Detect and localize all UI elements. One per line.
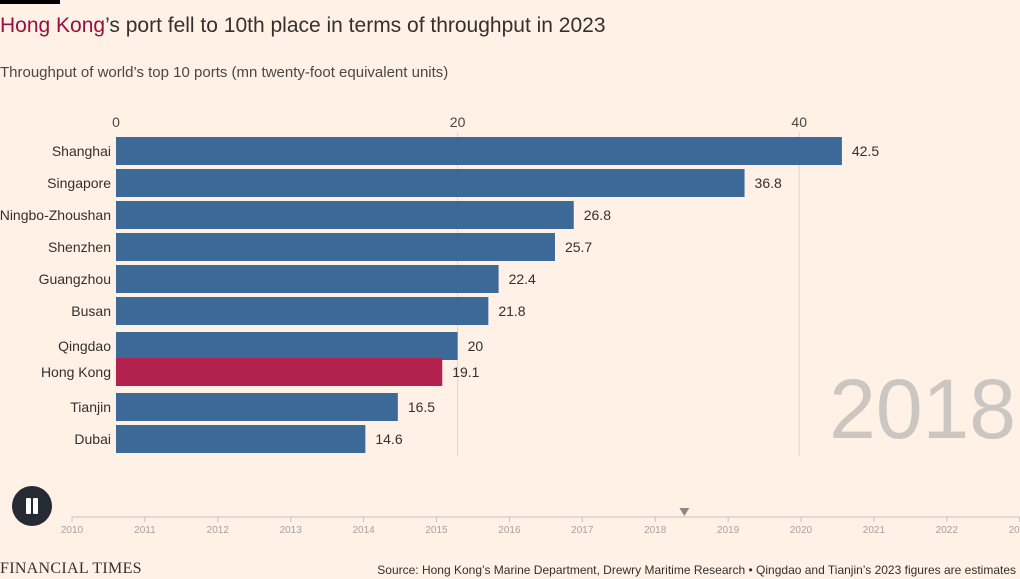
timeline-year-label: 2015 bbox=[425, 525, 448, 536]
title-rest: ’s port fell to 10th place in terms of t… bbox=[105, 14, 606, 37]
top-accent-bar bbox=[0, 0, 60, 4]
timeline-year-label: 2013 bbox=[280, 525, 303, 536]
title-highlight: Hong Kong bbox=[0, 14, 106, 37]
category-label: Guangzhou bbox=[39, 271, 111, 287]
year-watermark: 2018 bbox=[829, 362, 1016, 456]
value-label: 25.7 bbox=[565, 239, 592, 255]
value-label: 21.8 bbox=[498, 303, 525, 319]
timeline-year-label: 2014 bbox=[352, 525, 375, 536]
bar bbox=[116, 425, 366, 453]
timeline-playhead-icon bbox=[679, 508, 690, 516]
bar bbox=[116, 201, 574, 229]
timeline-year-label: 2021 bbox=[863, 525, 886, 536]
bar bbox=[116, 393, 398, 421]
category-label: Singapore bbox=[47, 175, 111, 191]
x-tick-label: 0 bbox=[112, 114, 120, 130]
bar bbox=[116, 137, 842, 165]
value-label: 20 bbox=[468, 338, 484, 354]
bar bbox=[116, 169, 745, 197]
bar bbox=[116, 265, 499, 293]
x-tick-label: 20 bbox=[450, 114, 466, 130]
timeline-year-label: 2017 bbox=[571, 525, 594, 536]
chart-title: Hong Kong’s port fell to 10th place in t… bbox=[0, 14, 606, 38]
category-label: Shenzhen bbox=[48, 239, 111, 255]
value-label: 42.5 bbox=[852, 143, 879, 159]
category-label: Tianjin bbox=[70, 399, 111, 415]
value-label: 19.1 bbox=[452, 364, 479, 380]
bar bbox=[116, 233, 555, 261]
value-label: 22.4 bbox=[509, 271, 536, 287]
category-label: Busan bbox=[71, 303, 111, 319]
value-label: 26.8 bbox=[584, 207, 611, 223]
timeline-year-label: 2011 bbox=[134, 525, 156, 536]
timeline-year-label: 2020 bbox=[790, 525, 813, 536]
bar bbox=[116, 297, 489, 325]
category-label: Qingdao bbox=[58, 338, 111, 354]
value-label: 36.8 bbox=[755, 175, 782, 191]
bar bbox=[116, 332, 458, 360]
value-label: 16.5 bbox=[408, 399, 435, 415]
category-label: Hong Kong bbox=[41, 364, 111, 380]
timeline-year-label: 2016 bbox=[498, 525, 521, 536]
timeline-year-label: 2010 bbox=[61, 525, 84, 536]
timeline-year-label: 2012 bbox=[207, 525, 230, 536]
category-label: Shanghai bbox=[52, 143, 111, 159]
timeline-year-label: 2022 bbox=[936, 525, 959, 536]
value-label: 14.6 bbox=[375, 431, 402, 447]
category-label: Dubai bbox=[74, 431, 111, 447]
pause-icon-bar bbox=[33, 498, 38, 514]
timeline-year-label: 2018 bbox=[644, 525, 667, 536]
pause-icon bbox=[26, 498, 31, 514]
ft-logo: FINANCIAL TIMES bbox=[0, 560, 142, 577]
category-label: Ningbo-Zhoushan bbox=[0, 207, 111, 223]
timeline-year-label: 2023 bbox=[1009, 525, 1020, 536]
timeline-year-label: 2019 bbox=[717, 525, 740, 536]
x-tick-label: 40 bbox=[791, 114, 807, 130]
bar bbox=[116, 358, 443, 386]
source-note: Source: Hong Kong’s Marine Department, D… bbox=[377, 563, 1016, 577]
chart-subtitle: Throughput of world’s top 10 ports (mn t… bbox=[0, 64, 449, 81]
pause-button[interactable] bbox=[12, 486, 52, 526]
